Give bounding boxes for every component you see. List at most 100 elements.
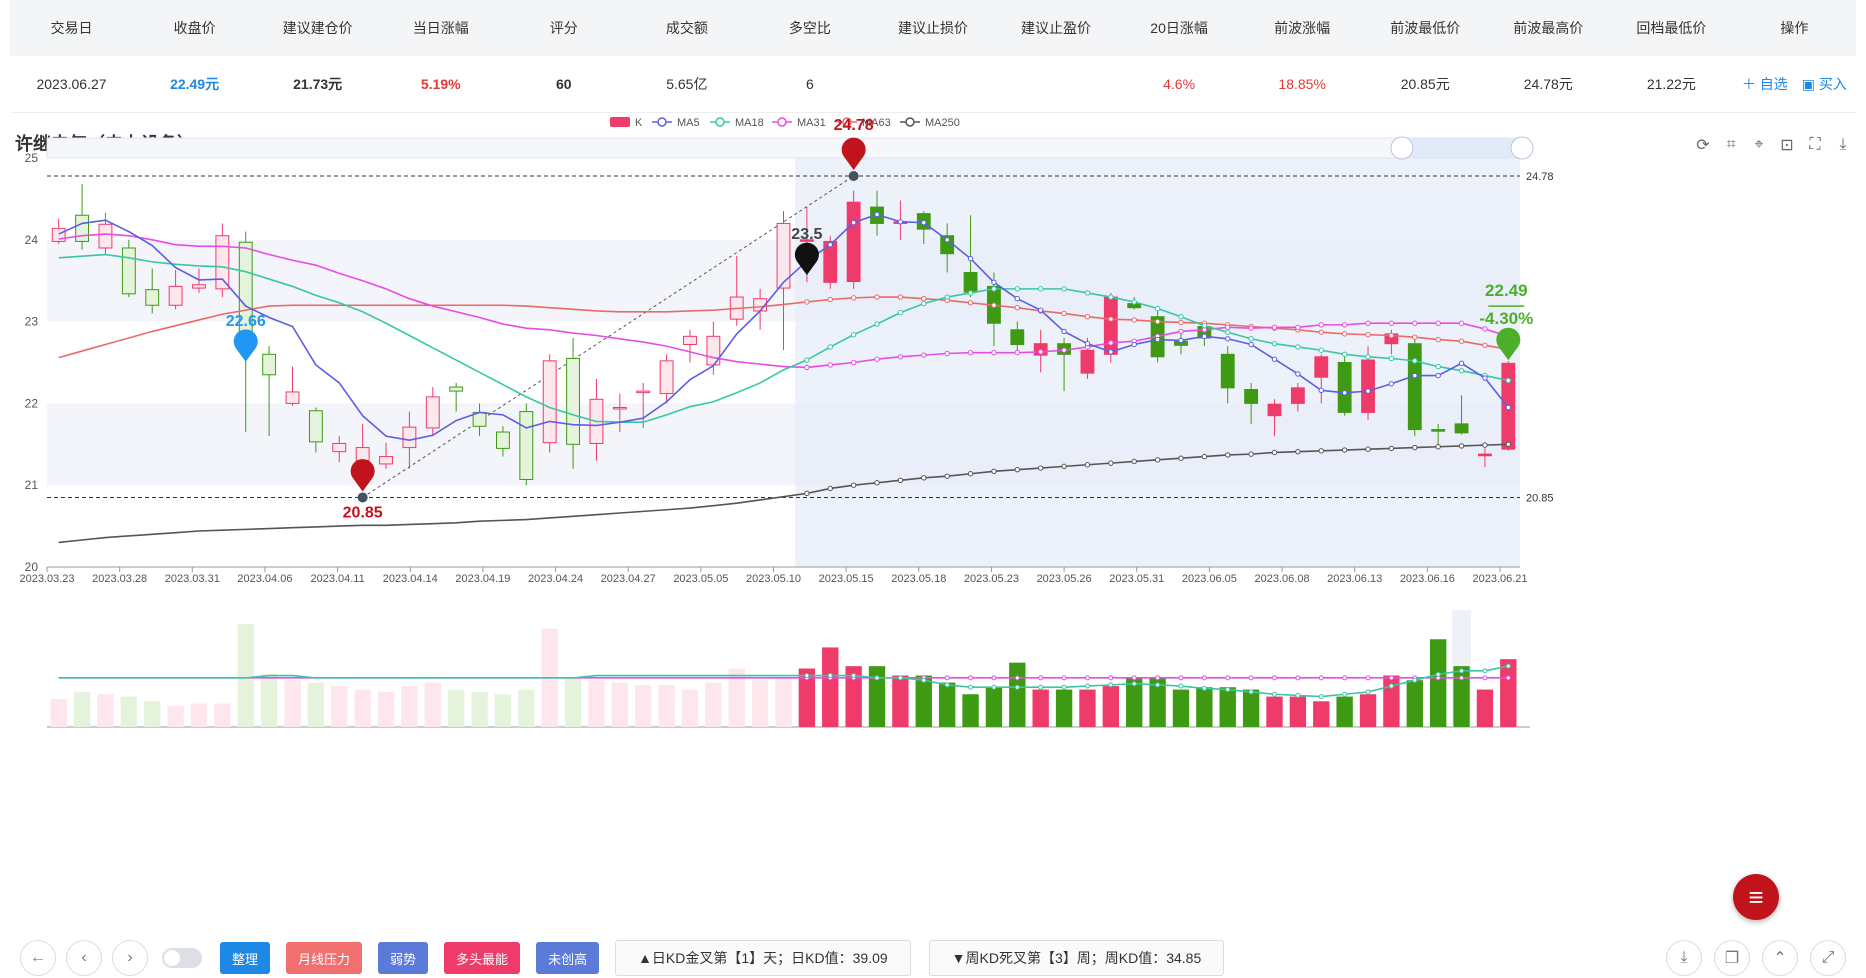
ma31-line-point bbox=[991, 349, 997, 356]
x-tick-label: 2023.05.15 bbox=[819, 573, 874, 585]
ma63-line-point bbox=[1435, 336, 1441, 343]
x-tick-label: 2023.06.05 bbox=[1182, 573, 1237, 585]
zoom-reset-icon[interactable]: ⊡ bbox=[1780, 137, 1794, 154]
volume-bar bbox=[938, 682, 956, 727]
volume-ma-long-line-point bbox=[968, 675, 974, 681]
x-tick-label: 2023.04.14 bbox=[383, 573, 438, 585]
ma31-line-point bbox=[1108, 340, 1114, 346]
volume-bar bbox=[190, 703, 208, 727]
volume-bar bbox=[1172, 689, 1190, 727]
expand-icon[interactable]: ⤢ bbox=[1810, 940, 1846, 976]
legend-item-ma5[interactable]: MA5 bbox=[652, 117, 700, 129]
ma5-line-point bbox=[1412, 372, 1418, 379]
prev-icon[interactable]: ‹ bbox=[66, 940, 102, 976]
volume-bar bbox=[1453, 666, 1470, 727]
header-amount: 成交额 bbox=[665, 20, 708, 36]
datazoom-handle-right[interactable] bbox=[1510, 136, 1534, 160]
tag-monthly-pressure[interactable]: 月线压力 bbox=[286, 942, 363, 974]
y-tick-label: 21 bbox=[25, 478, 39, 492]
candle-body bbox=[168, 285, 183, 306]
ma18-line-point bbox=[1061, 286, 1067, 292]
ma5-line-point bbox=[1248, 341, 1254, 348]
next-icon[interactable]: › bbox=[112, 940, 148, 976]
ma18-line-point bbox=[1295, 344, 1301, 350]
ma18-line-point bbox=[1201, 322, 1208, 329]
volume-bar bbox=[1429, 639, 1447, 727]
candle bbox=[566, 337, 581, 469]
candle-body bbox=[846, 201, 861, 283]
copy-icon[interactable]: ❐ bbox=[1714, 940, 1750, 976]
crop-restore-icon[interactable]: ⌖ bbox=[1754, 136, 1764, 153]
legend-item-ma250[interactable]: MA250 bbox=[900, 117, 960, 129]
volume-bar bbox=[1336, 696, 1353, 727]
volume-bar bbox=[494, 694, 512, 727]
download-icon[interactable]: ⤓ bbox=[1666, 940, 1702, 976]
add-watchlist-button[interactable]: ＋ 自选 bbox=[1741, 76, 1788, 92]
candle-body bbox=[215, 235, 230, 290]
legend-swatch-dot bbox=[657, 117, 667, 127]
ma18-line-point bbox=[827, 344, 833, 350]
black-marker-pin bbox=[794, 242, 819, 276]
ma63-line-point bbox=[1341, 331, 1348, 337]
crop-icon[interactable]: ⌗ bbox=[1726, 136, 1736, 153]
tag-weak[interactable]: 弱势 bbox=[378, 942, 429, 974]
volume-ma-long-line-point bbox=[1038, 675, 1044, 681]
candle bbox=[192, 268, 206, 293]
datazoom-handle-left[interactable] bbox=[1390, 136, 1414, 160]
black-marker-label: 23.5 bbox=[791, 226, 822, 243]
buy-button[interactable]: ▣ 买入 bbox=[1801, 76, 1847, 92]
volume-ma-short-line-point bbox=[1412, 677, 1418, 683]
ma250-line-point bbox=[1505, 441, 1512, 447]
volume-ma-short-line-point bbox=[1061, 684, 1067, 690]
tag-bull-energy[interactable]: 多头最能 bbox=[444, 942, 521, 974]
download-icon[interactable]: ⤓ bbox=[1839, 136, 1847, 153]
x-tick-label: 2023.04.19 bbox=[455, 573, 510, 585]
legend-item-ma31[interactable]: MA31 bbox=[772, 117, 826, 129]
volume-ma-short-line-point bbox=[1505, 663, 1511, 669]
ma31-line-point bbox=[1412, 320, 1418, 326]
scroll-top-icon[interactable]: ⌃ bbox=[1762, 940, 1798, 976]
menu-fab-button[interactable]: ≡ bbox=[1733, 874, 1779, 920]
ma18-line-point bbox=[1225, 329, 1231, 335]
volume-ma-short-line-point bbox=[1482, 668, 1488, 674]
ma63-line-point bbox=[1154, 318, 1161, 325]
volume-ma-short-line-point bbox=[921, 677, 927, 683]
chart-toolbox: ⟳ ⌗ ⌖ ⊡ ⛶ ⤓ bbox=[1694, 136, 1852, 154]
volume-ma-long-line-point bbox=[1225, 675, 1231, 681]
volume-bar bbox=[401, 686, 418, 727]
cell-action: ＋ 自选 ▣ 买入 bbox=[1733, 74, 1856, 94]
candle bbox=[168, 270, 183, 310]
legend-item-ma63[interactable]: MA63 bbox=[837, 117, 891, 129]
candle-body bbox=[1454, 423, 1469, 434]
tag-consolidation[interactable]: 整理 bbox=[220, 942, 271, 974]
candle-body bbox=[776, 222, 791, 289]
candle bbox=[1477, 448, 1492, 468]
candle-body bbox=[449, 386, 464, 392]
volume-bar bbox=[915, 675, 932, 727]
ma18-line-point bbox=[897, 309, 904, 316]
candle-body bbox=[612, 406, 627, 410]
volume-ma-short-line bbox=[58, 665, 1509, 698]
refresh-icon[interactable]: ⟳ bbox=[1696, 137, 1710, 154]
ma18-line-point bbox=[1178, 313, 1184, 320]
volume-bar bbox=[1009, 662, 1026, 727]
legend-item-k[interactable]: K bbox=[610, 117, 643, 129]
candle bbox=[519, 403, 534, 486]
daily-kd-info: ▲日KD金叉第【1】天；日KD值：39.09 bbox=[615, 940, 911, 976]
tag-no-new-high[interactable]: 未创高 bbox=[536, 942, 600, 974]
fullscreen-icon[interactable]: ⛶ bbox=[1809, 136, 1821, 153]
volume-bar bbox=[97, 694, 114, 727]
green-marker-pin bbox=[1496, 327, 1521, 361]
ma18-line-point bbox=[1318, 347, 1324, 353]
candle-body bbox=[355, 447, 370, 462]
candle bbox=[636, 382, 651, 428]
volume-bar bbox=[611, 682, 629, 727]
header-chg: 当日涨幅 bbox=[412, 20, 469, 36]
ma63-line-point bbox=[1108, 316, 1114, 322]
back-icon[interactable]: ← bbox=[20, 940, 56, 976]
volume-ma-long-line-point bbox=[1318, 675, 1324, 681]
ma18-line-point bbox=[1505, 377, 1512, 384]
legend-item-ma18[interactable]: MA18 bbox=[710, 117, 764, 129]
datazoom-window bbox=[1402, 138, 1520, 158]
mode-toggle[interactable] bbox=[162, 948, 202, 968]
